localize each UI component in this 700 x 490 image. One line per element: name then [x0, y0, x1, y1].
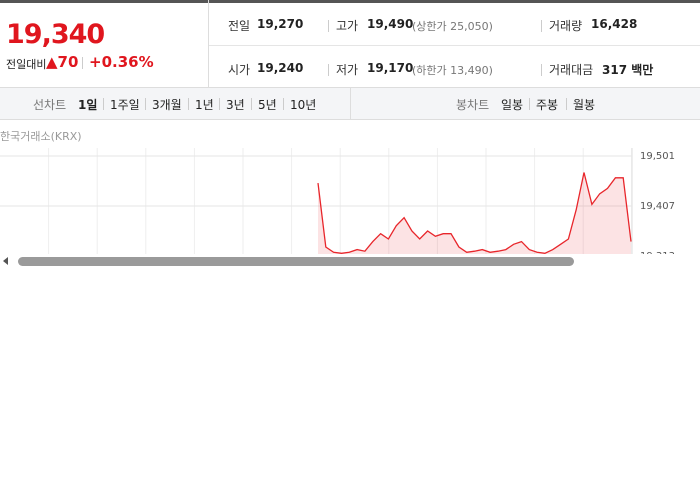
tab-group-label: 선차트 — [33, 98, 67, 112]
quote-panel: 19,340 전일대비 ▲70 +0.36% 전일 19,270 고가 19,490(… — [0, 0, 700, 88]
y-tick-label: 19,313 — [640, 251, 675, 254]
period-tab[interactable]: 3개월 — [152, 98, 182, 112]
source: 한국거래소(KRX) — [0, 130, 82, 143]
period-tab[interactable]: 1년 — [195, 98, 214, 112]
info-label: 거래대금 — [549, 63, 594, 77]
info-value: 16,428 — [591, 17, 638, 31]
info-label: 시가 — [228, 63, 251, 77]
change-pct: +0.36% — [89, 53, 154, 71]
y-tick-label: 19,501 — [640, 151, 675, 162]
period-tab[interactable]: 1주일 — [110, 98, 140, 112]
chart: 한국거래소(KRX) 19,501 19,407 19,313 — [0, 130, 675, 254]
period-tab[interactable]: 5년 — [258, 98, 277, 112]
info-label: 거래량 — [549, 19, 583, 33]
info-value: 19,170 — [367, 61, 414, 75]
info-value: 19,240 — [257, 61, 304, 75]
period-tab[interactable]: 3년 — [226, 98, 245, 112]
scrollbar-thumb[interactable] — [18, 257, 574, 266]
price: 19,340 — [6, 19, 105, 50]
info-value: 317 백만 — [602, 63, 654, 77]
tab-bar: 선차트 1일 1주일 3개월 1년 3년 5년 10년 봉차트 일봉 주봉 월봉 — [0, 88, 700, 120]
scroll-left[interactable] — [3, 257, 8, 265]
candle-tab[interactable]: 월봉 — [573, 98, 596, 112]
info-label: 고가 — [336, 19, 359, 33]
info-note: (하한가 13,490) — [412, 64, 493, 77]
period-tab[interactable]: 1일 — [78, 98, 98, 112]
change: ▲70 — [46, 53, 79, 71]
info-label: 전일 — [228, 19, 251, 33]
candle-tab[interactable]: 일봉 — [501, 98, 524, 112]
info-note: (상한가 25,050) — [412, 20, 493, 33]
period-tab[interactable]: 10년 — [290, 98, 317, 112]
info-value: 19,270 — [257, 17, 304, 31]
area-fill — [318, 172, 631, 254]
price-line — [317, 172, 632, 254]
y-tick-label: 19,407 — [640, 201, 675, 212]
tab-group-label: 봉차트 — [456, 98, 490, 112]
info-value: 19,490 — [367, 17, 414, 31]
candle-tab[interactable]: 주봉 — [536, 98, 559, 112]
info-label: 저가 — [336, 63, 359, 77]
change-label: 전일대비 — [6, 58, 47, 71]
